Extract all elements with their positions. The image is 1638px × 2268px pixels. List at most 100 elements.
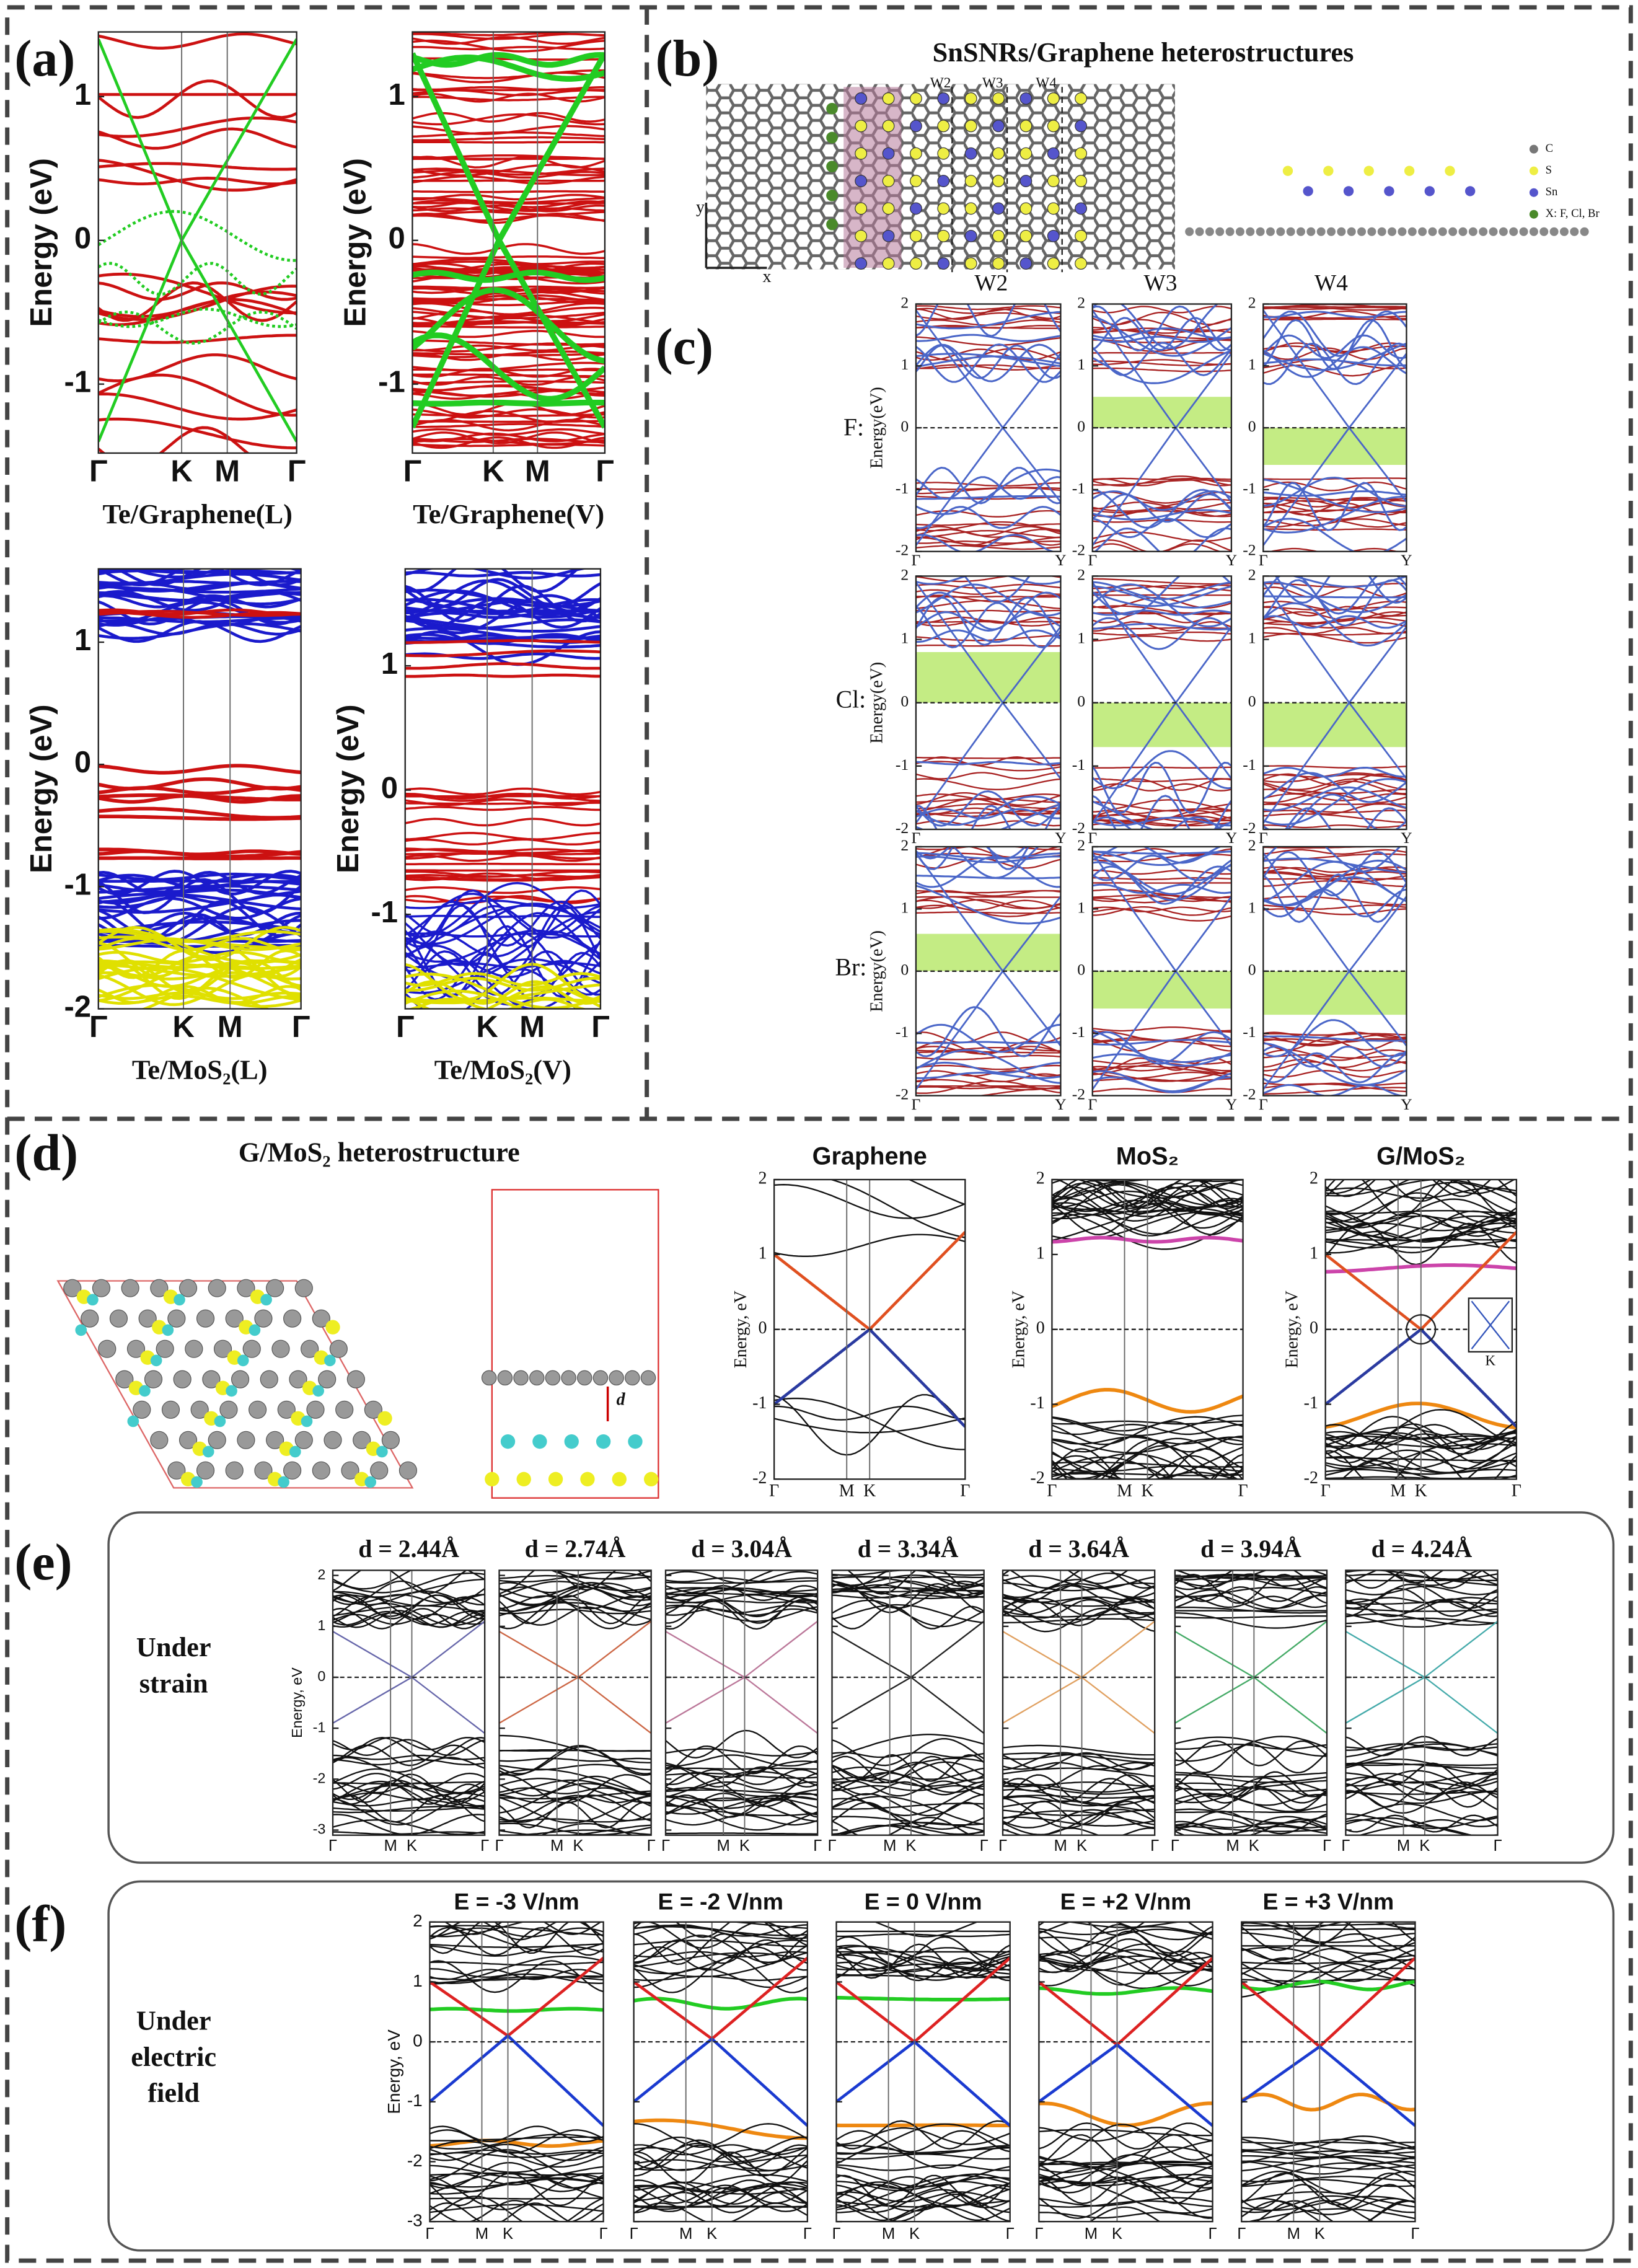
band bbox=[1241, 2184, 1416, 2209]
atom bbox=[855, 92, 868, 105]
band bbox=[633, 2179, 808, 2204]
band bbox=[915, 523, 1061, 526]
band bbox=[1345, 1570, 1498, 1584]
dirac-band bbox=[1318, 2045, 1416, 2127]
band bbox=[412, 39, 605, 53]
atom bbox=[855, 257, 868, 270]
band bbox=[915, 583, 1061, 617]
atom bbox=[992, 92, 1005, 105]
y-tick-label: 2 bbox=[1077, 565, 1085, 583]
row-label: Br: bbox=[835, 954, 867, 981]
atom bbox=[1047, 202, 1060, 215]
band bbox=[1174, 1740, 1328, 1767]
dirac-band bbox=[1420, 1328, 1517, 1428]
dirac-band bbox=[711, 2037, 808, 2127]
band bbox=[1263, 810, 1407, 813]
atom bbox=[564, 1434, 579, 1449]
band bbox=[1092, 1070, 1231, 1093]
band bbox=[832, 1599, 984, 1628]
band bbox=[333, 1794, 485, 1823]
y-tick-label: 1 bbox=[381, 647, 398, 681]
y-tick-label: 2 bbox=[758, 1168, 767, 1188]
plot-frame bbox=[633, 1921, 808, 2223]
band bbox=[633, 2174, 808, 2202]
dirac-band bbox=[1116, 1957, 1213, 2046]
band bbox=[666, 1604, 818, 1623]
dirac-band bbox=[1325, 1328, 1422, 1406]
band bbox=[499, 1801, 651, 1829]
band bbox=[499, 1790, 651, 1800]
band bbox=[1241, 2156, 1416, 2172]
bands bbox=[666, 1570, 818, 1835]
band bbox=[429, 2204, 604, 2213]
bands bbox=[832, 1570, 984, 1835]
band bbox=[915, 609, 1061, 613]
band bbox=[633, 1922, 808, 1930]
band bbox=[963, 576, 1031, 603]
band bbox=[1274, 2200, 1375, 2222]
bands bbox=[915, 576, 1061, 830]
plot-title: d = 3.64Å bbox=[1028, 1535, 1129, 1563]
band bbox=[1174, 1736, 1328, 1762]
atom bbox=[289, 1370, 307, 1388]
band bbox=[915, 529, 1061, 539]
band bbox=[333, 1578, 485, 1598]
dirac-band bbox=[1263, 852, 1350, 972]
x-tick-label: Γ bbox=[912, 1095, 921, 1113]
band bbox=[1092, 543, 1222, 552]
band bbox=[836, 1945, 1010, 1966]
band bbox=[98, 307, 297, 329]
band-plot: Γ M K Γd = 3.64Å bbox=[998, 1535, 1159, 1855]
band bbox=[1345, 1762, 1498, 1769]
atom bbox=[964, 229, 977, 242]
band bbox=[1345, 1790, 1498, 1795]
band bbox=[1174, 1586, 1328, 1602]
atom bbox=[242, 1339, 261, 1358]
band bbox=[499, 1749, 651, 1752]
band bbox=[633, 1922, 808, 1938]
atom bbox=[346, 1370, 365, 1388]
band bbox=[1094, 527, 1231, 552]
band bbox=[915, 793, 1061, 801]
atom bbox=[208, 1279, 226, 1297]
atom bbox=[237, 1354, 249, 1367]
band bbox=[429, 1925, 604, 1936]
band bbox=[1263, 311, 1407, 357]
band bbox=[1092, 897, 1231, 904]
band-plot: Γ M K Γd = 3.04Å bbox=[661, 1535, 822, 1855]
bands bbox=[1039, 1922, 1213, 2222]
dirac-band bbox=[915, 971, 1004, 1090]
plot-title: d = 2.74Å bbox=[525, 1535, 626, 1563]
band bbox=[1345, 1599, 1498, 1617]
band bbox=[1039, 2176, 1213, 2205]
atom bbox=[1075, 92, 1088, 105]
band bbox=[915, 772, 1061, 780]
band bbox=[832, 1576, 984, 1599]
band bbox=[836, 1933, 1010, 1938]
band bbox=[405, 818, 601, 827]
band bbox=[429, 2202, 604, 2222]
band bbox=[832, 1570, 984, 1576]
band bbox=[333, 1612, 485, 1628]
band bbox=[1241, 2135, 1416, 2151]
dirac-band bbox=[1241, 2045, 1321, 2103]
atom bbox=[910, 147, 922, 160]
dirac-band bbox=[1174, 1631, 1254, 1679]
dirac-band bbox=[1092, 702, 1177, 824]
y-tick-label: 1 bbox=[74, 624, 91, 657]
band bbox=[499, 1768, 651, 1795]
band bbox=[98, 210, 297, 262]
band bbox=[1325, 1180, 1492, 1198]
y-tick-label: 1 bbox=[900, 355, 909, 373]
atom bbox=[910, 175, 922, 187]
atom bbox=[855, 120, 868, 133]
bands bbox=[1263, 304, 1407, 552]
band bbox=[333, 1602, 485, 1626]
x-tick-label: Y bbox=[1401, 829, 1412, 847]
atom bbox=[1377, 227, 1386, 236]
x-tick-label: K bbox=[1419, 1837, 1430, 1855]
band bbox=[1263, 876, 1407, 906]
band bbox=[1092, 631, 1231, 636]
band bbox=[1039, 1957, 1213, 1972]
atom bbox=[937, 202, 950, 215]
